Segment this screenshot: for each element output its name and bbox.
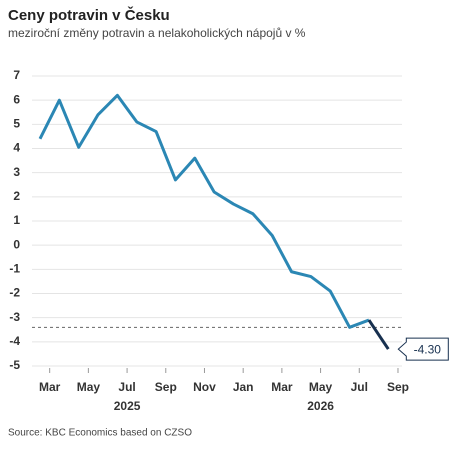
x-tick-label: Jul	[118, 380, 135, 394]
x-tick-label: May	[77, 380, 101, 394]
x-tick-label: Sep	[155, 380, 177, 394]
y-tick-label: 1	[13, 213, 20, 227]
source: Source: KBC Economics based on CZSO	[8, 428, 192, 439]
year-label: 2026	[307, 399, 334, 413]
chart-title: Ceny potravin v Česku	[8, 6, 170, 24]
y-tick-label: -5	[9, 358, 20, 372]
value-label: -4.30	[414, 342, 442, 356]
highlight-segment	[367, 319, 390, 350]
y-tick-label: 6	[13, 92, 20, 106]
y-tick-label: 2	[13, 189, 20, 203]
y-tick-label: 0	[13, 237, 20, 251]
y-tick-label: 4	[13, 141, 20, 155]
y-tick-label: 5	[13, 117, 20, 131]
y-tick-label: -4	[9, 334, 20, 348]
chart-subtitle: meziroční změny potravin a nelakoholický…	[8, 26, 306, 40]
y-tick-label: 3	[13, 165, 20, 179]
x-tick-label: Nov	[193, 380, 216, 394]
x-tick-label: Jul	[351, 380, 368, 394]
x-tick-label: Mar	[271, 380, 293, 394]
x-tick-label: Jan	[233, 380, 254, 394]
callout-box	[397, 337, 449, 361]
y-tick-label: -3	[9, 310, 20, 324]
y-tick-label: 7	[13, 68, 20, 82]
x-tick-label: May	[309, 380, 333, 394]
x-tick-label: Sep	[387, 380, 409, 394]
year-label: 2025	[114, 399, 141, 413]
data-line	[38, 93, 370, 329]
y-tick-label: -1	[9, 262, 20, 276]
x-tick-label: Mar	[39, 380, 61, 394]
y-tick-label: -2	[9, 286, 20, 300]
